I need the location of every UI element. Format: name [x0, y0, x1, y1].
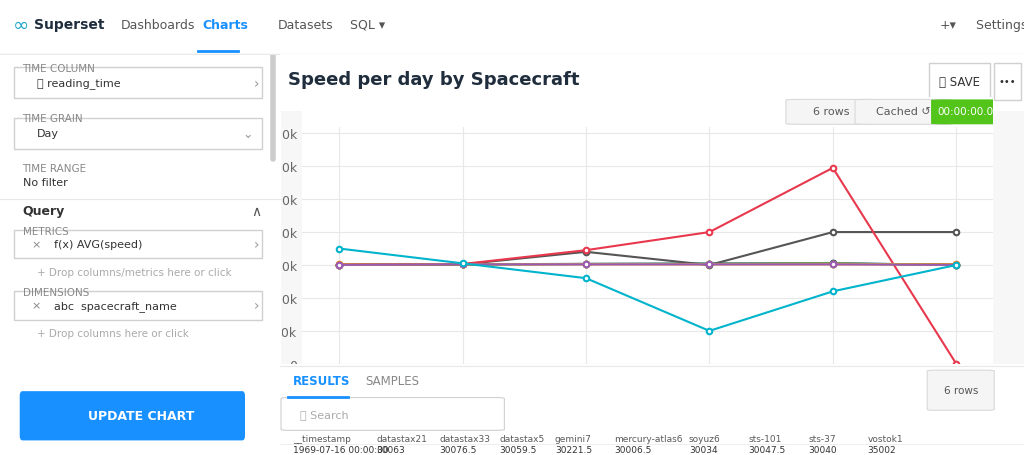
Text: METRICS: METRICS	[23, 226, 69, 236]
Text: DIMENSIONS: DIMENSIONS	[23, 288, 89, 298]
Text: 30221.5: 30221.5	[555, 445, 592, 454]
Text: 💾 SAVE: 💾 SAVE	[939, 76, 980, 88]
Text: TIME COLUMN: TIME COLUMN	[23, 64, 95, 74]
Text: Day: Day	[37, 129, 58, 139]
FancyBboxPatch shape	[14, 68, 262, 99]
Text: datastax21: datastax21	[377, 434, 427, 443]
Text: Superset: Superset	[34, 18, 104, 32]
Text: Charts: Charts	[203, 19, 249, 31]
Text: gemini7: gemini7	[555, 434, 592, 443]
FancyBboxPatch shape	[931, 100, 1006, 125]
Text: DATA: DATA	[44, 31, 80, 44]
Text: 35002: 35002	[867, 445, 896, 454]
Text: Settings ▾: Settings ▾	[976, 19, 1024, 31]
FancyBboxPatch shape	[14, 230, 262, 258]
FancyBboxPatch shape	[786, 100, 876, 125]
Text: Datasets: Datasets	[278, 19, 333, 31]
FancyBboxPatch shape	[855, 100, 952, 125]
Text: 🔍 Search: 🔍 Search	[300, 409, 349, 419]
Text: TIME GRAIN: TIME GRAIN	[23, 114, 83, 124]
FancyBboxPatch shape	[19, 391, 245, 440]
Text: RESULTS: RESULTS	[293, 374, 350, 387]
Text: 6 rows: 6 rows	[943, 385, 978, 395]
Text: 1969-07-16 00:00:00: 1969-07-16 00:00:00	[293, 445, 388, 454]
Text: + Drop columns/metrics here or click: + Drop columns/metrics here or click	[37, 267, 231, 277]
Text: 30047.5: 30047.5	[749, 445, 785, 454]
Text: TIME RANGE: TIME RANGE	[23, 163, 87, 173]
Text: + Drop columns here or click: + Drop columns here or click	[37, 329, 188, 339]
FancyBboxPatch shape	[14, 118, 262, 149]
Text: Query: Query	[23, 205, 65, 217]
Text: 30059.5: 30059.5	[499, 445, 537, 454]
Text: •••: •••	[998, 77, 1017, 87]
FancyBboxPatch shape	[14, 292, 262, 320]
Text: ›: ›	[254, 77, 259, 91]
Text: 00:00:00.07: 00:00:00.07	[937, 107, 999, 117]
Text: CUSTOMIZE: CUSTOMIZE	[145, 31, 220, 44]
Text: SQL ▾: SQL ▾	[350, 19, 385, 31]
Text: ×: ×	[31, 239, 40, 249]
Text: sts-37: sts-37	[808, 434, 836, 443]
Text: ⏱ reading_time: ⏱ reading_time	[37, 78, 120, 89]
Text: UPDATE CHART: UPDATE CHART	[88, 410, 194, 422]
Text: f(x) AVG(speed): f(x) AVG(speed)	[53, 239, 142, 249]
Text: abc  spacecraft_name: abc spacecraft_name	[53, 300, 176, 311]
FancyBboxPatch shape	[994, 64, 1021, 101]
FancyBboxPatch shape	[929, 64, 990, 101]
Text: Speed per day by Spacecraft: Speed per day by Spacecraft	[289, 71, 580, 89]
FancyBboxPatch shape	[281, 398, 505, 430]
Text: 30063: 30063	[377, 445, 406, 454]
Text: datastax5: datastax5	[499, 434, 545, 443]
Text: ›: ›	[254, 238, 259, 251]
Text: Dashboards: Dashboards	[121, 19, 196, 31]
Text: 30040: 30040	[808, 445, 837, 454]
Text: Cached ↺: Cached ↺	[877, 107, 931, 117]
Text: +▾: +▾	[940, 19, 956, 31]
Text: soyuz6: soyuz6	[689, 434, 721, 443]
Text: __timestamp: __timestamp	[293, 434, 351, 443]
Text: datastax33: datastax33	[439, 434, 490, 443]
Text: SAMPLES: SAMPLES	[366, 374, 419, 387]
Text: No filter: No filter	[23, 178, 68, 188]
Text: 6 rows: 6 rows	[813, 107, 849, 117]
Text: sts-101: sts-101	[749, 434, 782, 443]
Text: ⌄: ⌄	[243, 127, 253, 140]
Text: mercury-atlas6: mercury-atlas6	[614, 434, 683, 443]
Text: ×: ×	[31, 301, 40, 311]
Text: ∧: ∧	[251, 204, 261, 218]
Text: vostok1: vostok1	[867, 434, 903, 443]
Text: ›: ›	[254, 299, 259, 313]
Text: 30006.5: 30006.5	[614, 445, 652, 454]
FancyBboxPatch shape	[927, 370, 994, 410]
Text: 30034: 30034	[689, 445, 718, 454]
Text: 30076.5: 30076.5	[439, 445, 477, 454]
Text: ∞: ∞	[13, 15, 30, 35]
Legend: datastax21, datastax33, datastax5, gemini7, mercury-atlas6, soyuz6, sts-101, sts: datastax21, datastax33, datastax5, gemin…	[279, 62, 1017, 81]
